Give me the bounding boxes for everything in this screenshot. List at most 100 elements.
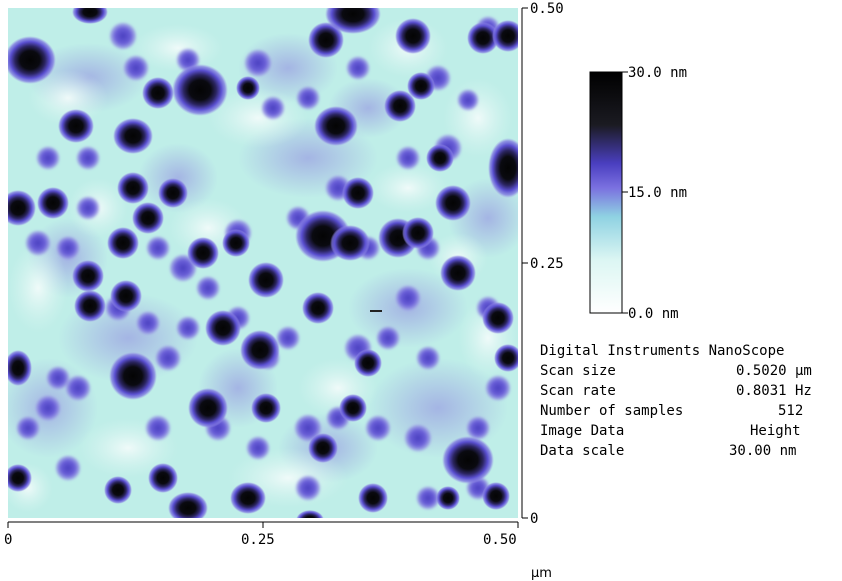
dark-particle: [494, 344, 518, 372]
dark-particle: [440, 255, 476, 291]
small-particle: [276, 326, 300, 350]
scale-mid-label: 15.0 nm: [628, 185, 687, 201]
dark-particle: [308, 22, 344, 58]
dark-particle: [402, 217, 434, 249]
dark-particle: [248, 262, 284, 298]
dark-particle: [107, 227, 139, 259]
dark-particle: [308, 433, 338, 463]
dark-particle: [488, 138, 518, 198]
dark-particle: [8, 464, 32, 492]
small-particle: [404, 424, 432, 452]
dark-particle: [72, 260, 104, 292]
haze-cluster: [138, 143, 218, 213]
small-particle: [416, 486, 440, 510]
dark-particle: [482, 302, 514, 334]
bright-patch: [8, 243, 68, 333]
small-particle: [196, 276, 220, 300]
dark-particle: [158, 178, 188, 208]
x-tick-label: 0.25: [241, 532, 275, 548]
dark-particle: [442, 436, 494, 484]
small-particle: [176, 316, 200, 340]
info-value: 0.5020 µm: [736, 363, 812, 379]
dark-particle: [482, 482, 510, 510]
small-particle: [146, 236, 170, 260]
small-particle: [25, 230, 51, 256]
y-tick-label: 0: [530, 511, 538, 527]
dark-particle: [37, 187, 69, 219]
instrument-name: Digital Instruments NanoScope: [540, 343, 785, 359]
dark-particle: [8, 190, 36, 226]
dark-particle: [251, 393, 281, 423]
info-label: Scan rate: [540, 383, 616, 399]
info-value: Height: [750, 423, 801, 439]
dark-particle: [109, 352, 157, 400]
dark-particle: [172, 64, 228, 116]
dark-particle: [104, 476, 132, 504]
dark-particle: [8, 36, 56, 84]
info-row-scan-rate: Scan rate 0.8031 Hz: [540, 381, 832, 401]
bright-patch: [368, 163, 448, 213]
small-particle: [346, 56, 370, 80]
small-particle: [296, 86, 320, 110]
dark-particle: [342, 177, 374, 209]
small-particle: [65, 375, 91, 401]
dark-particle: [296, 510, 324, 518]
info-row-scan-size: Scan size 0.5020 µm: [540, 361, 832, 381]
small-particle: [485, 375, 511, 401]
dark-particle: [58, 109, 94, 143]
small-particle: [16, 416, 40, 440]
particle-layer: [8, 8, 518, 518]
dark-particle: [168, 492, 208, 518]
dark-particle: [339, 394, 367, 422]
dark-particle: [113, 118, 153, 154]
small-particle: [123, 55, 149, 81]
dark-particle: [236, 76, 260, 100]
info-label: Scan size: [540, 363, 616, 379]
dark-particle: [74, 290, 106, 322]
info-value: 512: [778, 403, 804, 419]
dark-particle: [110, 280, 142, 312]
dark-particle: [142, 77, 174, 109]
small-particle: [35, 395, 61, 421]
scale-bottom-label: 0.0 nm: [628, 306, 679, 322]
x-tick-label: 0: [4, 532, 12, 548]
small-particle: [466, 416, 490, 440]
dark-particle: [302, 292, 334, 324]
info-row-samples: Number of samples 512: [540, 401, 832, 421]
small-particle: [376, 326, 400, 350]
dark-particle: [435, 185, 471, 221]
dark-particle: [467, 22, 499, 54]
dark-particle: [8, 350, 32, 386]
small-particle: [295, 475, 321, 501]
small-particle: [396, 146, 420, 170]
small-particle: [76, 146, 100, 170]
info-value: 0.8031 Hz: [736, 383, 812, 399]
dark-particle: [117, 172, 149, 204]
dark-particle: [325, 8, 381, 34]
small-particle: [155, 345, 181, 371]
small-particle: [46, 366, 70, 390]
dark-particle: [492, 20, 518, 52]
x-tick-label: 0.50: [483, 532, 517, 548]
dark-particle: [358, 483, 388, 513]
small-particle: [36, 146, 60, 170]
info-row-data-scale: Data scale 30.00 nm: [540, 441, 832, 461]
small-particle: [261, 96, 285, 120]
dark-particle: [148, 463, 178, 493]
small-particle: [416, 346, 440, 370]
info-label: Image Data: [540, 423, 625, 439]
small-particle: [244, 49, 272, 77]
info-label: Data scale: [540, 443, 625, 459]
dark-particle: [426, 144, 454, 172]
axis-unit-label: µm: [531, 566, 552, 581]
dark-particle: [330, 225, 370, 261]
small-particle: [395, 285, 421, 311]
dark-particle: [222, 229, 250, 257]
dark-particle: [314, 106, 358, 146]
dark-particle: [407, 72, 435, 100]
color-scale-bar: [589, 71, 623, 314]
bright-patch: [28, 70, 108, 126]
dark-particle: [187, 237, 219, 269]
